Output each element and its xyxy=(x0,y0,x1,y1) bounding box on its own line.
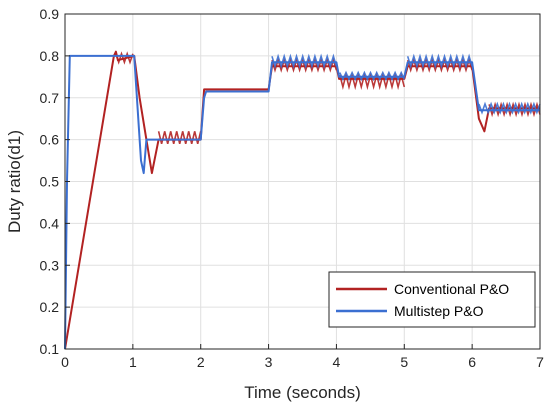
series-line-multistep xyxy=(64,54,540,350)
x-tick-label-6: 6 xyxy=(468,354,476,370)
y-axis-label: Duty ratio(d1) xyxy=(5,130,24,233)
x-tick-label-4: 4 xyxy=(333,354,341,370)
legend-box xyxy=(328,271,536,328)
x-tick-label-2: 2 xyxy=(197,354,205,370)
series-oscillation-multistep-3 xyxy=(478,101,541,115)
series-oscillation-conventional-0 xyxy=(115,51,134,65)
legend-label-multistep: Multistep P&O xyxy=(394,303,484,319)
y-tick-label-8: 0.9 xyxy=(40,6,60,22)
series-oscillation-multistep-1 xyxy=(339,70,406,82)
x-tick-label-5: 5 xyxy=(400,354,408,370)
y-tick-label-7: 0.8 xyxy=(40,48,60,64)
x-tick-label-3: 3 xyxy=(265,354,273,370)
y-tick-label-0: 0.1 xyxy=(40,341,60,357)
series-lines xyxy=(64,50,541,350)
legend: Conventional P&O Multistep P&O xyxy=(328,271,536,328)
x-tick-label-1: 1 xyxy=(129,354,137,370)
x-axis-label: Time (seconds) xyxy=(244,383,361,402)
series-oscillation-conventional-4 xyxy=(406,57,473,73)
y-tick-label-5: 0.6 xyxy=(40,132,60,148)
x-tick-label-0: 0 xyxy=(61,354,69,370)
series-oscillation-multistep-2 xyxy=(406,53,473,70)
y-tick-label-1: 0.2 xyxy=(40,299,60,315)
y-tick-label-6: 0.7 xyxy=(40,90,60,106)
series-oscillation-multistep-0 xyxy=(271,53,338,70)
series-oscillation-conventional-3 xyxy=(339,71,406,91)
series-oscillation-conventional-2 xyxy=(271,57,338,73)
y-tick-label-3: 0.4 xyxy=(40,215,60,231)
series-oscillation-conventional-1 xyxy=(157,131,202,144)
y-tick-label-2: 0.3 xyxy=(40,257,60,273)
legend-label-conventional: Conventional P&O xyxy=(394,281,509,297)
axis-ticks: 0 1 2 3 4 5 6 7 0.1 0.2 0.3 0.4 0.5 0.6 0.7 0.8 0.9 xyxy=(40,6,545,370)
x-tick-label-7: 7 xyxy=(536,354,544,370)
y-tick-label-4: 0.5 xyxy=(40,174,60,190)
